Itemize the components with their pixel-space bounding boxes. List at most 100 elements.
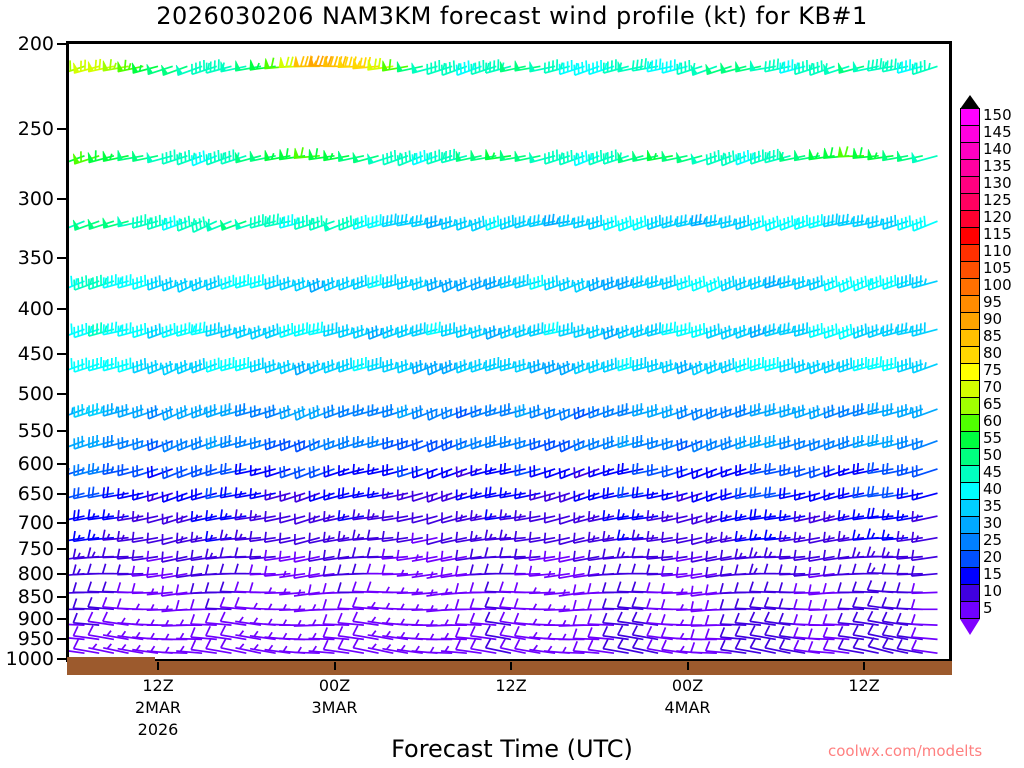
- wind-barb: [426, 439, 453, 453]
- wind-barb: [146, 214, 173, 231]
- wind-barb: [882, 214, 909, 231]
- wind-barb: [396, 465, 424, 478]
- wind-barb: [793, 531, 821, 544]
- wind-barb: [352, 435, 379, 449]
- wind-barb: [808, 322, 835, 339]
- wind-barb: [705, 438, 732, 452]
- wind-barb: [587, 511, 615, 523]
- colorbar-swatch: [960, 482, 980, 500]
- wind-barb: [881, 547, 909, 559]
- wind-barb: [587, 639, 615, 655]
- wind-barb: [88, 643, 115, 655]
- x-axis-time-label: 12Z: [848, 676, 880, 695]
- wind-barb: [573, 467, 600, 479]
- wind-barb: [676, 152, 703, 164]
- wind-barb: [426, 407, 453, 421]
- wind-barb: [220, 274, 247, 291]
- y-axis-label: 1000: [5, 648, 54, 670]
- wind-barb: [69, 650, 85, 655]
- wind-barb: [645, 564, 673, 576]
- colorbar-tick-label: 10: [983, 582, 1003, 600]
- wind-barb: [426, 533, 453, 546]
- wind-barb: [704, 628, 732, 641]
- colorbar-swatch: [960, 244, 980, 262]
- wind-barb: [764, 356, 791, 372]
- wind-barb: [778, 625, 806, 641]
- wind-barb: [293, 439, 321, 453]
- wind-barb: [631, 547, 659, 559]
- wind-barb: [661, 404, 688, 419]
- wind-barb: [882, 323, 909, 337]
- wind-barb: [676, 588, 703, 596]
- wind-barb: [513, 510, 541, 522]
- wind-barb: [676, 405, 703, 420]
- wind-barb: [161, 277, 188, 292]
- wind-barb: [779, 435, 806, 450]
- wind-barb: [558, 407, 585, 421]
- colorbar-swatch: [960, 448, 980, 466]
- wind-barb: [411, 570, 438, 579]
- wind-barb: [455, 531, 482, 544]
- wind-barb: [87, 322, 115, 337]
- wind-barb: [426, 149, 453, 165]
- wind-barb: [851, 581, 879, 594]
- wind-barb: [661, 215, 688, 229]
- wind-barb: [87, 509, 115, 521]
- wind-barb: [279, 276, 306, 291]
- wind-barb: [617, 403, 644, 417]
- wind-barb: [411, 512, 438, 524]
- wind-barb: [602, 510, 629, 522]
- wind-barb: [72, 612, 100, 626]
- wind-barb: [205, 487, 232, 500]
- wind-barb: [882, 356, 909, 372]
- colorbar-swatch: [960, 584, 980, 602]
- wind-barb: [117, 643, 144, 655]
- wind-barb: [646, 612, 673, 626]
- colorbar-tick-label: 105: [983, 259, 1012, 277]
- wind-barb: [544, 490, 571, 503]
- wind-barb: [705, 406, 732, 420]
- wind-barb: [911, 322, 938, 337]
- wind-barb: [587, 627, 615, 641]
- wind-barb: [632, 275, 659, 289]
- wind-barb: [176, 512, 203, 524]
- wind-barb: [748, 581, 776, 594]
- wind-barb: [837, 639, 865, 655]
- wind-barb: [661, 359, 688, 374]
- wind-barb: [484, 563, 511, 575]
- wind-barb: [426, 513, 453, 525]
- wind-barb: [190, 404, 218, 419]
- wind-barb: [308, 148, 335, 161]
- wind-barb: [454, 614, 482, 626]
- wind-barb: [190, 627, 217, 641]
- x-axis-year-label: 2026: [137, 720, 179, 739]
- wind-barb: [588, 466, 615, 478]
- wind-barb: [117, 630, 144, 641]
- wind-barb: [160, 585, 188, 597]
- wind-barb: [73, 435, 100, 450]
- x-axis-time-label: 12Z: [142, 676, 174, 695]
- wind-barb: [735, 357, 762, 373]
- wind-barb: [440, 438, 468, 452]
- wind-barb: [485, 434, 512, 449]
- wind-barb: [543, 321, 570, 336]
- wind-barb: [382, 404, 409, 419]
- wind-barb: [720, 466, 747, 478]
- y-axis-label: 850: [17, 585, 54, 608]
- wind-barb: [72, 530, 100, 543]
- wind-barb: [588, 277, 615, 292]
- wind-barb: [249, 150, 276, 163]
- wind-barb: [646, 322, 674, 337]
- wind-barb: [322, 614, 350, 626]
- wind-barb: [367, 274, 394, 289]
- wind-barb: [690, 629, 717, 641]
- wind-barb: [396, 549, 423, 562]
- colorbar-tick-label: 110: [983, 242, 1012, 260]
- x-axis-tick: [686, 662, 689, 670]
- wind-barb: [469, 598, 497, 611]
- wind-barb: [161, 406, 188, 421]
- wind-barb: [690, 360, 718, 376]
- wind-barb: [411, 405, 438, 420]
- wind-barb: [867, 637, 894, 655]
- wind-barb: [220, 149, 247, 165]
